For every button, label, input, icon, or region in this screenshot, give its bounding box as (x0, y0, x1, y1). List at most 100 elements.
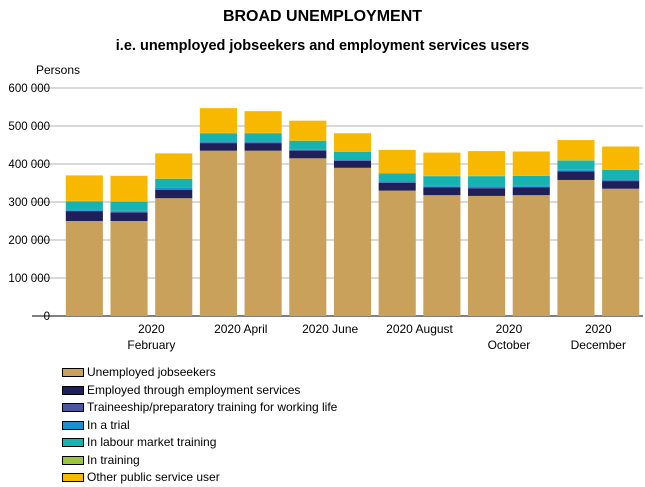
bar-segment (200, 108, 237, 133)
bar-segment (289, 150, 326, 151)
bar-segment (423, 188, 460, 196)
legend-swatch (62, 403, 84, 412)
x-tick-label: 2020 (496, 322, 523, 336)
bar-stack (379, 150, 416, 316)
bar-segment (468, 188, 505, 196)
bar-stack (423, 153, 460, 316)
x-tick-label: December (571, 338, 626, 352)
legend-label: In a trial (87, 417, 130, 434)
bar-segment (334, 160, 371, 161)
bar-segment (513, 176, 550, 186)
bar-stack (289, 121, 326, 316)
bar-segment (334, 152, 371, 160)
bar-stack (110, 176, 147, 316)
bar-stack (334, 133, 371, 316)
bar-segment (200, 142, 237, 143)
bar-segment (66, 211, 103, 212)
bar-segment (110, 202, 147, 211)
bar-segment (602, 189, 639, 316)
y-tick-label: 0 (44, 311, 50, 323)
legend-swatch (62, 421, 84, 430)
y-tick-label: 200 000 (8, 235, 50, 247)
bar-segment (513, 187, 550, 188)
y-tick-label: 400 000 (8, 159, 50, 171)
bar-segment (245, 151, 282, 316)
bar-segment (245, 133, 282, 141)
legend-swatch (62, 456, 84, 465)
bar-segment (110, 176, 147, 201)
bar-segment (110, 211, 147, 212)
bar-segment (423, 186, 460, 187)
bar-segment (155, 188, 192, 189)
bar-segment (155, 198, 192, 316)
bar-segment (289, 151, 326, 159)
bar-segment (334, 159, 371, 160)
y-axis-label: Persons (36, 63, 80, 77)
bar-segment (513, 151, 550, 175)
bar-segment (513, 188, 550, 196)
x-tick-label: 2020 (585, 322, 612, 336)
bar-stack (245, 111, 282, 316)
bar-segment (66, 201, 103, 209)
bar-segment (155, 153, 192, 178)
bar-segment (602, 181, 639, 189)
bar-stack (66, 175, 103, 316)
bar-segment (468, 186, 505, 187)
legend-swatch (62, 368, 84, 377)
bar-segment (155, 190, 192, 198)
bar-segment (513, 186, 550, 187)
y-tick-label: 300 000 (8, 197, 50, 209)
bar-segment (289, 158, 326, 316)
x-tick-label: October (488, 338, 531, 352)
bar-segment (602, 147, 639, 170)
bar-segment (423, 187, 460, 188)
bar-segment (155, 189, 192, 190)
bar-segment (289, 149, 326, 150)
x-tick-label: 2020 (138, 322, 165, 336)
bar-segment (110, 221, 147, 316)
bar-segment (66, 175, 103, 200)
bar-segment (379, 181, 416, 182)
bar-stack (557, 140, 594, 316)
bar-segment (602, 179, 639, 180)
bar-segment (245, 111, 282, 133)
legend-swatch (62, 386, 84, 395)
bar-stack (200, 108, 237, 316)
bar-segment (602, 170, 639, 180)
x-tick-label: 2020 April (214, 322, 267, 336)
bar-segment (66, 212, 103, 222)
x-tick-label: February (127, 338, 175, 352)
bar-segment (110, 213, 147, 221)
legend-label: Traineeship/preparatory training for wor… (87, 399, 337, 416)
bar-segment (245, 143, 282, 151)
x-tick-label: 2020 June (302, 322, 358, 336)
bar-stack (513, 151, 550, 316)
bar-segment (557, 170, 594, 171)
legend-label: Other public service user (87, 469, 220, 486)
bar-segment (200, 143, 237, 151)
bar-segment (602, 180, 639, 181)
legend-label: Unemployed jobseekers (87, 364, 216, 381)
bar-stack (468, 151, 505, 316)
bar-segment (423, 176, 460, 186)
bar-stack (602, 147, 639, 316)
bar-segment (200, 142, 237, 143)
legend-swatch (62, 438, 84, 447)
y-tick-label: 500 000 (8, 121, 50, 133)
bar-segment (468, 188, 505, 189)
legend-label: Employed through employment services (87, 382, 300, 399)
bar-segment (334, 133, 371, 151)
bar-segment (334, 168, 371, 316)
bar-segment (557, 180, 594, 316)
bar-segment (245, 142, 282, 143)
legend-swatch (62, 473, 84, 482)
bar-segment (379, 183, 416, 191)
bar-segment (557, 161, 594, 170)
bar-segment (423, 153, 460, 176)
bar-segment (379, 174, 416, 182)
legend-label: In training (87, 452, 140, 469)
bar-segment (423, 195, 460, 316)
bar-segment (155, 179, 192, 188)
